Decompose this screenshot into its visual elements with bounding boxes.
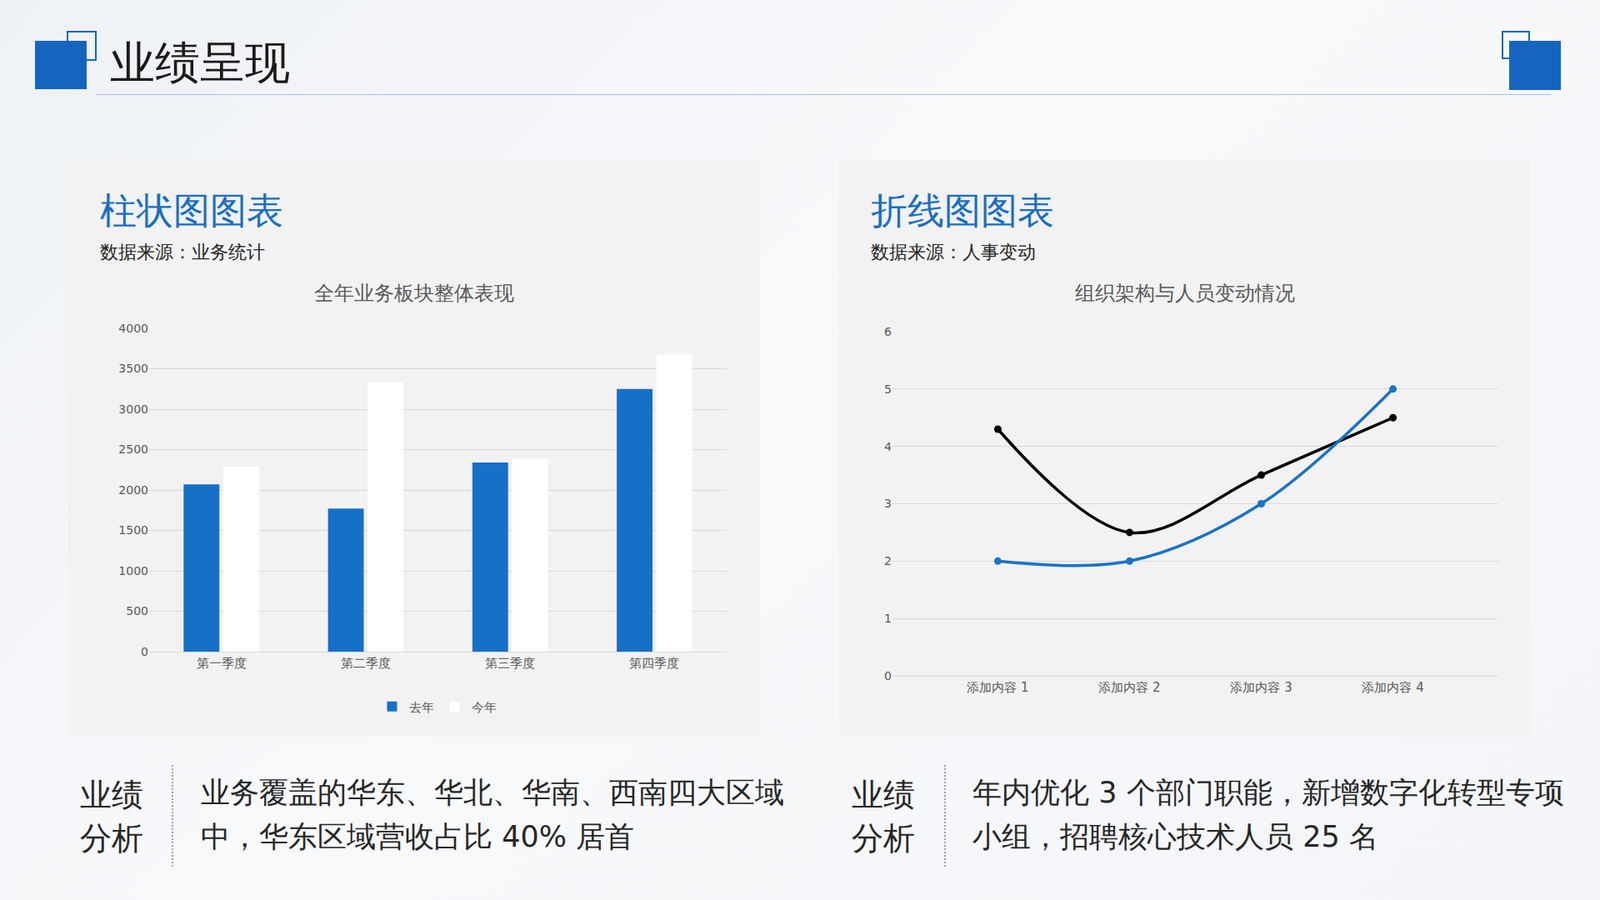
svg-text:第二季度: 第二季度: [340, 655, 391, 671]
html-text:数据来源：人事变动: 数据来源：人事变动: [870, 241, 1036, 263]
html-text:年内优化 3 个部门职能，新增数字化转型专项小组，招聘核心技: 年内优化 3 个部门职能，新增数字化转型专项小组，招聘核心技术人员 25 名: [972, 775, 1564, 854]
svg-text:500: 500: [125, 604, 149, 618]
html-text:分析: 分析: [80, 820, 144, 857]
svg-text:添加内容 1: 添加内容 1: [966, 680, 1029, 695]
svg-text:第一季度: 第一季度: [196, 655, 247, 671]
svg-text:1000: 1000: [118, 564, 149, 578]
svg-text:组织架构与人员变动情况: 组织架构与人员变动情况: [1075, 281, 1295, 305]
svg-text:今年: 今年: [471, 700, 497, 715]
svg-text:0: 0: [884, 669, 892, 683]
svg-text:1: 1: [884, 611, 892, 625]
svg-text:2500: 2500: [118, 442, 149, 456]
svg-text:1500: 1500: [118, 523, 149, 537]
html-text:柱状图图表: 柱状图图表: [100, 189, 284, 232]
html-text:折线图图表: 折线图图表: [870, 189, 1055, 232]
html-text:业绩: 业绩: [80, 776, 144, 814]
svg-text:去年: 去年: [409, 700, 435, 715]
svg-text:添加内容 4: 添加内容 4: [1361, 680, 1424, 695]
svg-text:6: 6: [884, 325, 892, 339]
svg-text:3: 3: [884, 496, 892, 510]
svg-text:第四季度: 第四季度: [629, 655, 680, 671]
svg-text:3500: 3500: [118, 361, 149, 375]
svg-text:4: 4: [884, 440, 892, 454]
html-text:业务覆盖的华东、华北、华南、西南四大区域中，华东区域营收占比: 业务覆盖的华东、华北、华南、西南四大区域中，华东区域营收占比 40% 居首: [200, 775, 785, 854]
svg-text:2: 2: [884, 554, 892, 568]
svg-text:全年业务板块整体表现: 全年业务板块整体表现: [314, 281, 515, 305]
html-text:业绩: 业绩: [851, 776, 915, 814]
svg-text:第三季度: 第三季度: [485, 655, 535, 671]
html-text:数据来源：业务统计: 数据来源：业务统计: [100, 241, 265, 263]
svg-text:2000: 2000: [118, 483, 149, 497]
svg-text:0: 0: [140, 645, 149, 659]
svg-text:3000: 3000: [118, 402, 149, 416]
html-text:业绩呈现: 业绩呈现: [110, 36, 290, 90]
svg-text:添加内容 3: 添加内容 3: [1230, 680, 1292, 695]
svg-text:添加内容 2: 添加内容 2: [1098, 680, 1160, 695]
html-text:分析: 分析: [851, 820, 915, 857]
svg-text:4000: 4000: [118, 321, 149, 335]
svg-text:5: 5: [884, 382, 892, 396]
